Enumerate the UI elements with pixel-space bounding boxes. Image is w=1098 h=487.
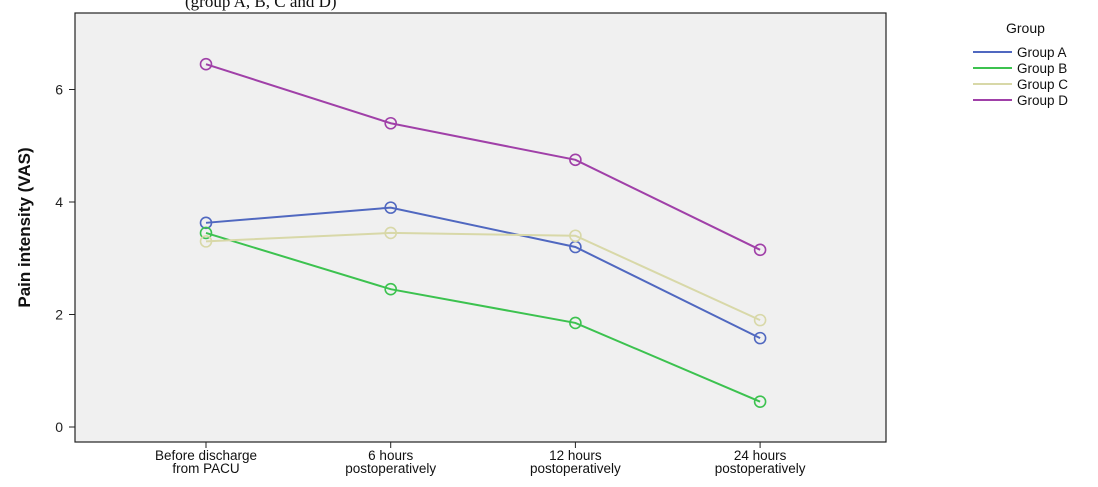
group-b-point-0	[199, 226, 213, 240]
group-d-point-3	[753, 243, 767, 257]
group-a-line	[205, 206, 761, 340]
group-a-point-3	[753, 331, 767, 345]
group-a-point-0	[199, 216, 213, 230]
group-b-point-1	[384, 282, 398, 296]
group-b-point-3	[753, 395, 767, 408]
y-tick-label-4: 4	[55, 194, 63, 210]
group-b-line	[205, 231, 761, 403]
group-c-point-1	[384, 226, 398, 240]
x-tick-label-0: Before discharge from PACU	[155, 448, 257, 476]
group-c-point-3	[753, 313, 767, 327]
y-tick-label-2: 2	[55, 307, 63, 323]
group-d-point-2	[569, 153, 582, 167]
y-axis-title: Pain intensity (VAS)	[15, 147, 34, 307]
group-b-point-2	[569, 316, 582, 330]
x-tick-label-1: 6 hours postoperatively	[345, 448, 436, 476]
legend-label-group-a: Group A	[1017, 45, 1067, 60]
x-tick-label-3: 24 hours postoperatively	[715, 448, 806, 476]
group-c-line	[205, 231, 761, 322]
x-tick-label-2: 12 hours postoperatively	[530, 448, 621, 476]
group-d-line	[205, 63, 761, 251]
legend-label-group-d: Group D	[1017, 93, 1068, 108]
legend-label-group-b: Group B	[1017, 61, 1067, 76]
group-c-point-2	[569, 229, 582, 243]
group-a-point-1	[384, 201, 398, 214]
legend-label-group-c: Group C	[1017, 77, 1068, 92]
group-d-point-1	[384, 116, 398, 130]
group-d-point-0	[199, 57, 213, 71]
group-c-point-0	[199, 235, 213, 248]
y-tick-label-6: 6	[55, 82, 63, 98]
cropped-caption: (group A, B, C and D)	[185, 0, 337, 11]
legend-title: Group	[1006, 20, 1045, 36]
y-tick-label-0: 0	[55, 419, 63, 435]
